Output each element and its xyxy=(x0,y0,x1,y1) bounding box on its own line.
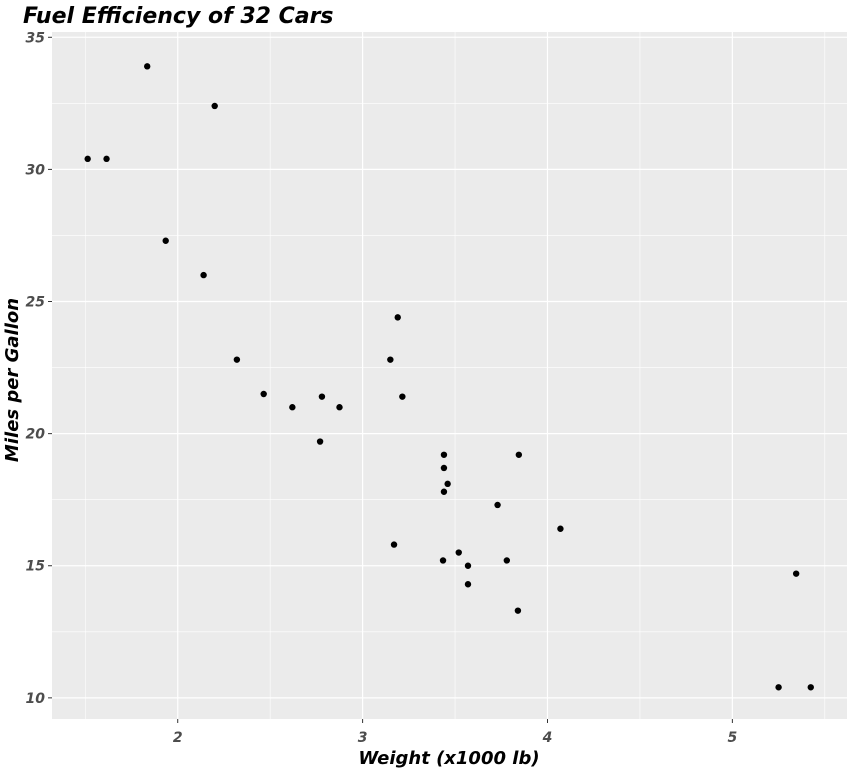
x-tick-label: 2 xyxy=(173,730,183,746)
data-point xyxy=(103,155,110,163)
data-point xyxy=(775,684,782,691)
data-point xyxy=(503,557,511,564)
data-point xyxy=(390,541,398,548)
data-point xyxy=(440,451,448,458)
data-point xyxy=(440,464,448,472)
data-point xyxy=(336,404,343,411)
data-point xyxy=(515,451,523,458)
data-point xyxy=(444,480,451,488)
data-point xyxy=(144,63,151,70)
data-point xyxy=(84,155,91,163)
data-point xyxy=(514,607,522,614)
data-point xyxy=(792,570,800,577)
data-point xyxy=(464,581,472,588)
x-tick-label: 3 xyxy=(358,730,368,746)
data-point xyxy=(399,393,406,400)
plot-panel xyxy=(52,32,847,719)
data-point xyxy=(318,393,326,400)
data-points xyxy=(84,63,814,691)
x-tick-label: 5 xyxy=(727,730,737,746)
data-point xyxy=(200,271,207,279)
x-axis-title: Weight (x1000 lb) xyxy=(358,748,539,769)
data-point xyxy=(233,356,241,363)
data-point xyxy=(455,549,462,556)
data-point xyxy=(316,438,324,445)
y-tick-label: 20 xyxy=(26,427,46,443)
data-point xyxy=(557,525,564,532)
data-point xyxy=(439,557,447,564)
y-axis-title: Miles per Gallon xyxy=(2,298,23,462)
grid-minor xyxy=(52,32,847,719)
data-point xyxy=(494,501,501,509)
data-point xyxy=(807,684,814,691)
y-tick-label: 30 xyxy=(26,162,46,178)
data-point xyxy=(260,390,267,398)
y-axis-tick-labels: 10 15 20 25 30 35 xyxy=(26,30,46,707)
data-point xyxy=(289,404,296,411)
data-point xyxy=(211,102,218,110)
axis-ticks xyxy=(48,36,733,723)
grid-major xyxy=(52,32,847,719)
data-point xyxy=(387,356,394,363)
data-point xyxy=(162,237,169,244)
x-tick-label: 4 xyxy=(542,730,553,746)
x-axis-tick-labels: 2 3 4 5 xyxy=(173,730,738,746)
y-tick-label: 35 xyxy=(26,30,46,46)
data-point xyxy=(464,562,472,569)
chart-title: Fuel Efficiency of 32 Cars xyxy=(23,4,334,29)
y-tick-label: 25 xyxy=(26,295,46,311)
data-point xyxy=(440,488,448,495)
y-tick-label: 10 xyxy=(26,691,46,707)
y-tick-label: 15 xyxy=(26,559,46,575)
data-point xyxy=(394,314,401,321)
